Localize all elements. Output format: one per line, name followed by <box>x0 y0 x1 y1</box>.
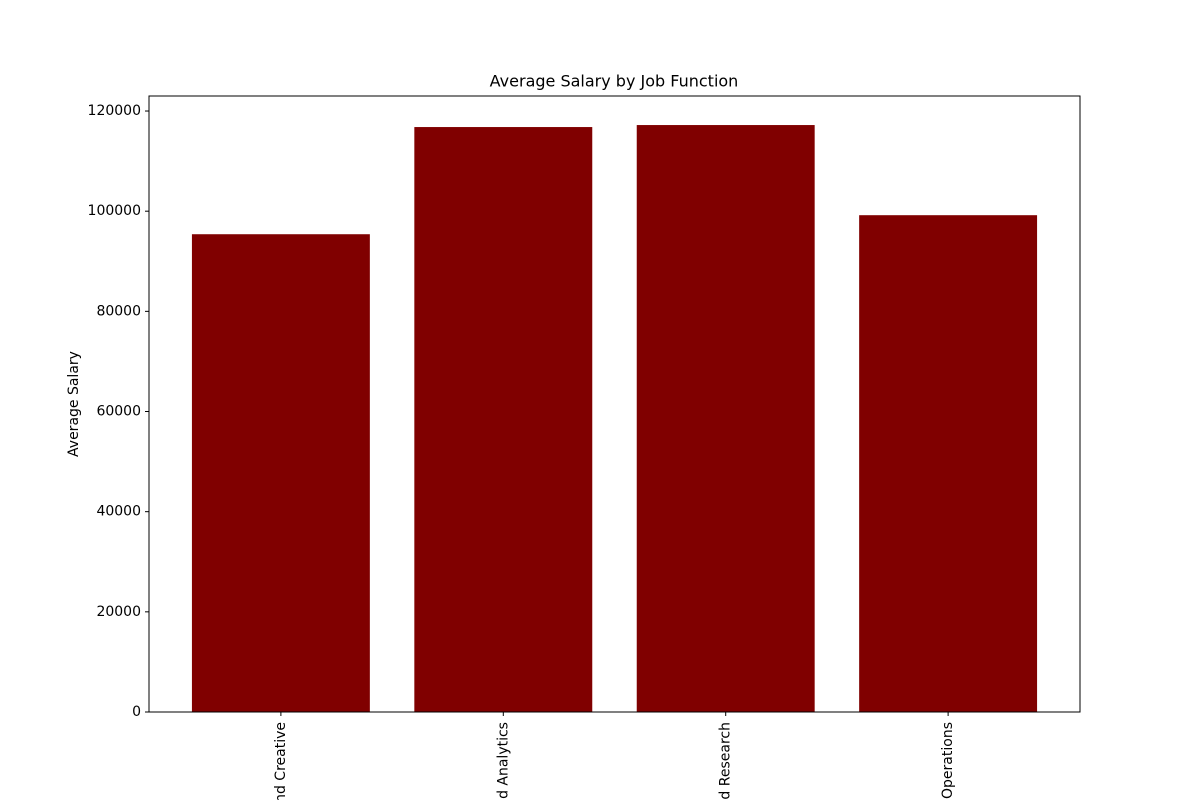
y-tick-label: 100000 <box>88 203 141 219</box>
chart-title: Average Salary by Job Function <box>490 72 739 91</box>
y-tick-label: 120000 <box>88 103 141 119</box>
x-tick-label: d Research <box>718 722 734 800</box>
bar <box>859 215 1038 713</box>
x-tick-label: Operations <box>940 722 956 799</box>
plot-frame <box>148 95 1081 713</box>
y-tick-label: 40000 <box>96 504 141 520</box>
bar <box>636 125 815 712</box>
x-tick-label: nd Creative <box>273 722 289 800</box>
bar <box>191 234 370 712</box>
x-tick-label: d Analytics <box>495 722 511 799</box>
y-axis-label: Average Salary <box>66 351 82 457</box>
y-tick-label: 0 <box>132 704 141 720</box>
y-tick-label: 20000 <box>96 604 141 620</box>
y-tick-label: 80000 <box>96 303 141 319</box>
y-tick-label: 60000 <box>96 404 141 420</box>
bar <box>414 127 593 712</box>
